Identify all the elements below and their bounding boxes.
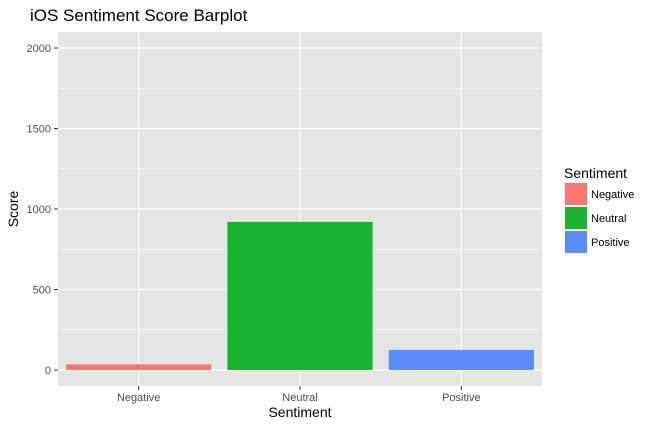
legend-title: Sentiment <box>564 165 627 181</box>
chart-title: iOS Sentiment Score Barplot <box>30 6 248 25</box>
y-tick-label: 2000 <box>27 43 51 55</box>
legend-key-positive <box>565 231 587 253</box>
x-axis-title: Sentiment <box>268 404 331 420</box>
x-axis: Negative Neutral Positive <box>117 386 481 404</box>
legend-label: Neutral <box>591 213 626 225</box>
legend-key-neutral <box>565 207 587 229</box>
y-tick-label: 1000 <box>27 204 51 216</box>
x-tick-label: Negative <box>117 392 160 404</box>
legend-label: Positive <box>591 237 630 249</box>
bars <box>66 221 534 370</box>
legend: Sentiment Negative Neutral Positive <box>564 165 634 253</box>
legend-key-negative <box>565 183 587 205</box>
bar-negative <box>66 364 212 370</box>
x-tick-label: Neutral <box>282 392 317 404</box>
x-tick-label: Positive <box>442 392 481 404</box>
y-tick-label: 1500 <box>27 124 51 136</box>
bar-positive <box>388 349 534 370</box>
y-axis: 0 500 1000 1500 2000 <box>27 43 58 377</box>
y-axis-title: Score <box>5 191 21 228</box>
y-tick-label: 500 <box>33 285 51 297</box>
bar-neutral <box>227 221 373 370</box>
legend-label: Negative <box>591 189 634 201</box>
y-tick-label: 0 <box>45 365 51 377</box>
